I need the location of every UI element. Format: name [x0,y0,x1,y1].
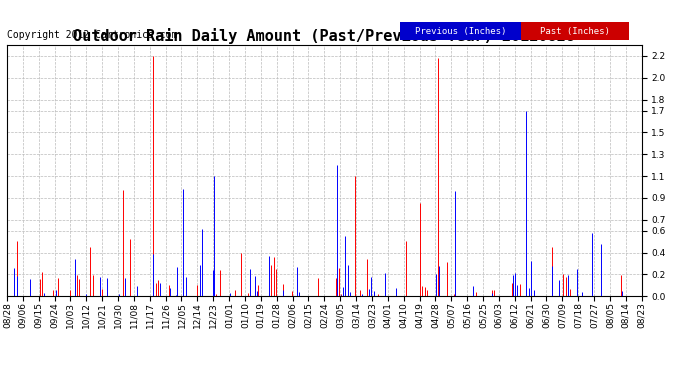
Text: Copyright 2012 Cartronics.com: Copyright 2012 Cartronics.com [7,30,177,40]
FancyBboxPatch shape [521,22,629,40]
FancyBboxPatch shape [400,22,521,40]
Title: Outdoor Rain Daily Amount (Past/Previous Year) 20120828: Outdoor Rain Daily Amount (Past/Previous… [73,28,575,44]
Text: Past (Inches): Past (Inches) [540,27,610,36]
Text: Previous (Inches): Previous (Inches) [415,27,506,36]
